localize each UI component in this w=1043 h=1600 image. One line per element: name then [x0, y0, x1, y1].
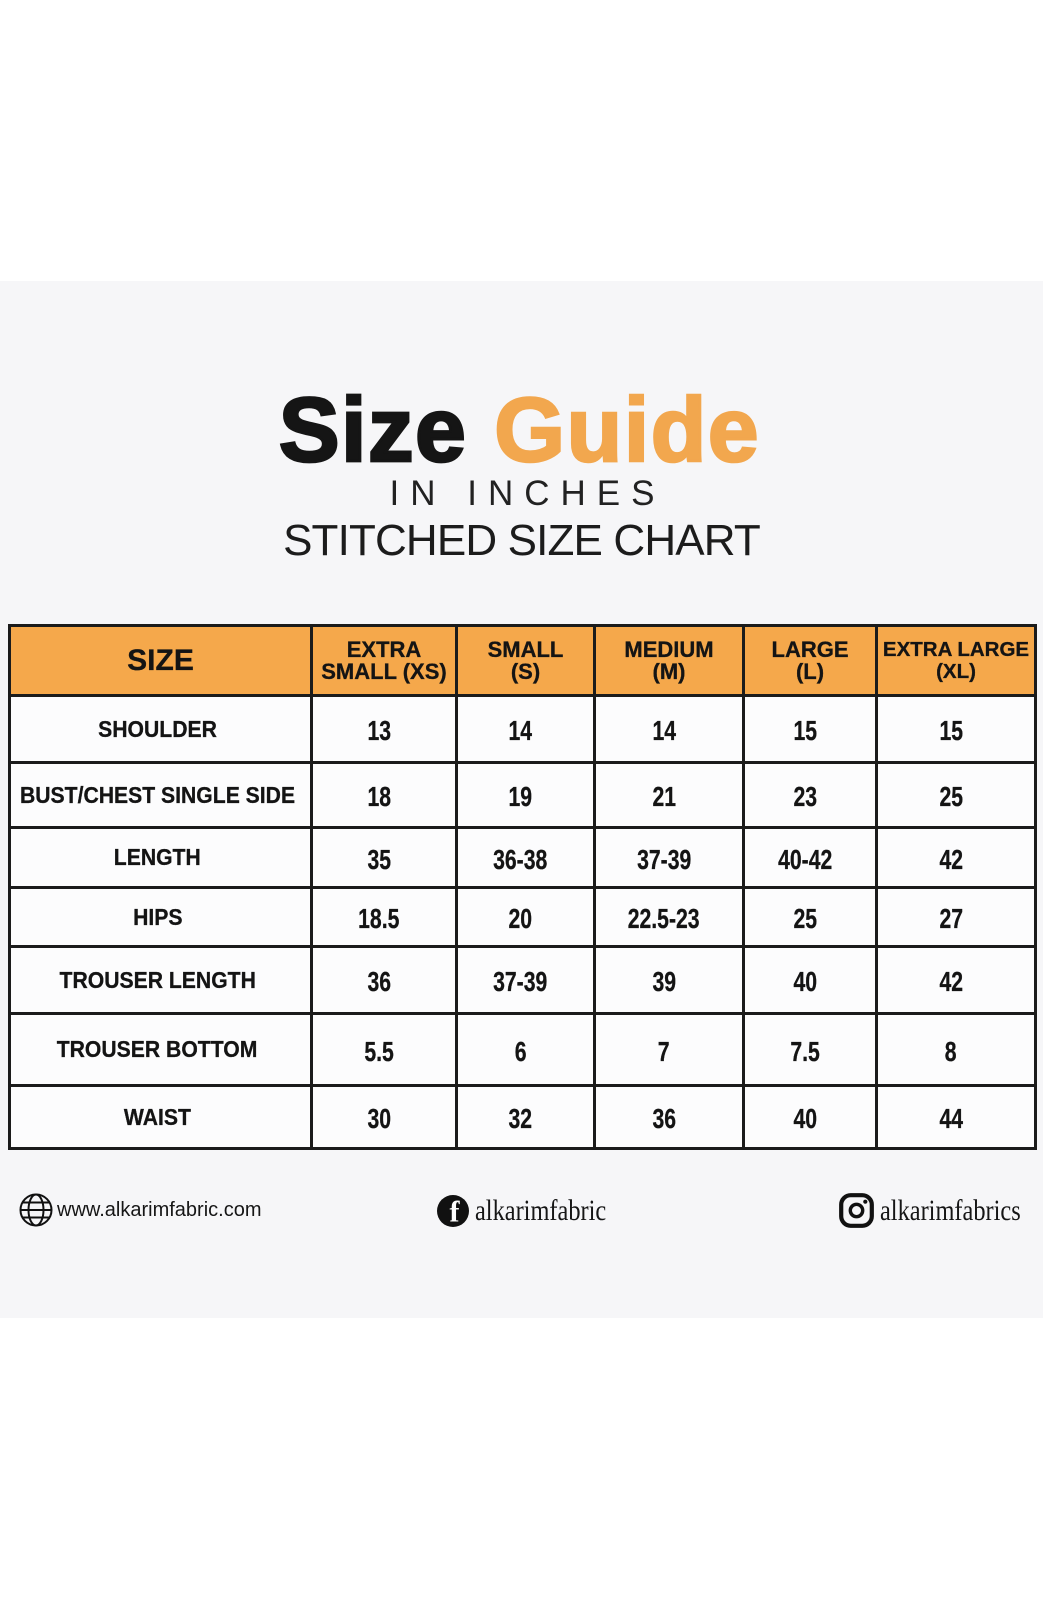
- svg-text:f: f: [450, 1196, 461, 1228]
